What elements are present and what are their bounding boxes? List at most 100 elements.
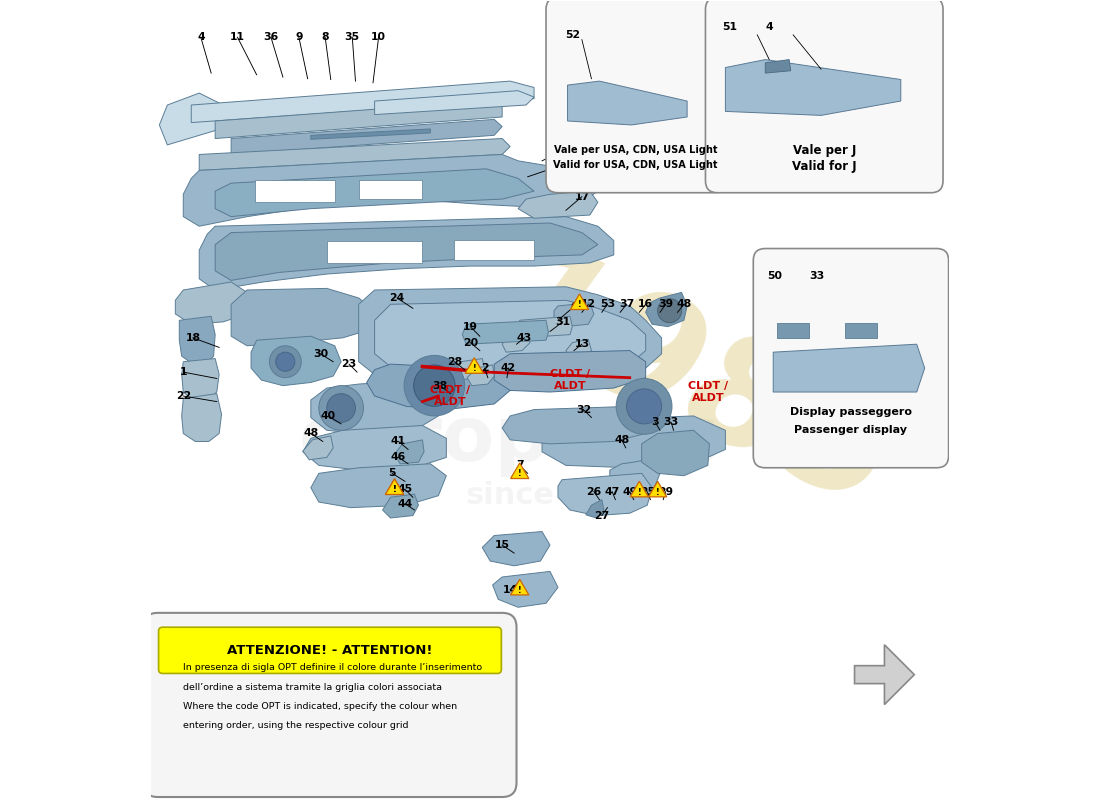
Text: 17: 17 <box>574 192 590 202</box>
Text: 7: 7 <box>516 460 524 470</box>
Polygon shape <box>725 59 901 115</box>
Text: Display passeggero: Display passeggero <box>790 407 912 417</box>
Text: 39: 39 <box>658 299 673 310</box>
Polygon shape <box>503 331 530 352</box>
Bar <box>255 180 334 202</box>
Polygon shape <box>554 302 594 326</box>
Polygon shape <box>542 416 725 468</box>
Polygon shape <box>568 81 688 125</box>
Polygon shape <box>383 494 418 518</box>
Circle shape <box>327 394 355 422</box>
Text: dell’ordine a sistema tramite la griglia colori associata: dell’ordine a sistema tramite la griglia… <box>184 682 442 691</box>
Text: 12: 12 <box>581 299 596 310</box>
FancyBboxPatch shape <box>754 249 948 468</box>
Polygon shape <box>199 138 510 170</box>
Text: 21: 21 <box>562 158 578 167</box>
Text: 10: 10 <box>371 32 386 42</box>
Polygon shape <box>558 474 652 515</box>
Text: 48: 48 <box>676 299 692 310</box>
Text: !: ! <box>656 488 659 497</box>
FancyBboxPatch shape <box>158 627 502 674</box>
Text: 25: 25 <box>640 486 654 497</box>
Polygon shape <box>482 531 550 566</box>
Text: !: ! <box>393 486 396 494</box>
Bar <box>845 323 877 338</box>
Text: 11: 11 <box>230 32 245 42</box>
Bar <box>778 323 810 338</box>
Polygon shape <box>251 336 341 386</box>
Polygon shape <box>375 90 535 114</box>
FancyBboxPatch shape <box>143 613 517 797</box>
Text: 41: 41 <box>390 437 406 446</box>
Text: 2: 2 <box>481 363 488 373</box>
Polygon shape <box>375 300 646 376</box>
Circle shape <box>319 386 363 430</box>
Text: In presenza di sigla OPT definire il colore durante l’inserimento: In presenza di sigla OPT definire il col… <box>184 662 483 671</box>
Polygon shape <box>503 406 653 444</box>
Text: ATTENZIONE! - ATTENTION!: ATTENZIONE! - ATTENTION! <box>228 644 432 657</box>
Polygon shape <box>216 101 503 138</box>
Polygon shape <box>175 282 248 324</box>
Text: CLDT /
ALDT: CLDT / ALDT <box>550 370 590 391</box>
Polygon shape <box>773 344 925 392</box>
Text: 49: 49 <box>623 486 637 497</box>
Text: 34: 34 <box>566 140 582 150</box>
Polygon shape <box>766 59 791 73</box>
Text: 38: 38 <box>432 381 448 390</box>
Text: 46: 46 <box>390 452 406 462</box>
Text: 23: 23 <box>341 359 356 369</box>
Text: 31: 31 <box>556 317 570 327</box>
Polygon shape <box>518 191 597 218</box>
Polygon shape <box>366 364 510 410</box>
Text: 4: 4 <box>197 32 205 42</box>
Text: !: ! <box>578 300 581 310</box>
Text: Vale per USA, CDN, USA Light: Vale per USA, CDN, USA Light <box>554 146 717 155</box>
Polygon shape <box>462 320 549 344</box>
Text: 42: 42 <box>500 363 516 373</box>
Polygon shape <box>385 479 404 494</box>
Text: 53: 53 <box>600 299 615 310</box>
Text: 3: 3 <box>651 418 659 427</box>
Polygon shape <box>855 645 914 705</box>
Text: !: ! <box>473 364 476 373</box>
Text: 22: 22 <box>176 391 191 401</box>
Text: Valid for USA, CDN, USA Light: Valid for USA, CDN, USA Light <box>553 160 718 170</box>
Text: 47: 47 <box>605 486 619 497</box>
Polygon shape <box>302 436 333 460</box>
Polygon shape <box>184 154 597 226</box>
Polygon shape <box>191 81 535 122</box>
Text: 9: 9 <box>295 32 302 42</box>
Text: Valid for J: Valid for J <box>792 160 857 173</box>
Text: !: ! <box>518 586 521 594</box>
Text: entering order, using the respective colour grid: entering order, using the respective col… <box>184 721 409 730</box>
Text: 51: 51 <box>722 22 737 32</box>
Text: CLDT /
ALDT: CLDT / ALDT <box>430 386 471 407</box>
Text: 35: 35 <box>344 32 360 42</box>
Polygon shape <box>385 479 404 494</box>
Text: 5: 5 <box>388 468 396 478</box>
Circle shape <box>627 389 661 424</box>
Text: 37: 37 <box>619 299 635 310</box>
Circle shape <box>276 352 295 371</box>
Polygon shape <box>395 440 424 464</box>
Text: !: ! <box>393 486 396 494</box>
Text: 48: 48 <box>304 429 318 438</box>
Polygon shape <box>311 464 447 508</box>
Polygon shape <box>630 482 648 497</box>
Polygon shape <box>311 129 430 139</box>
Text: 4: 4 <box>766 22 773 32</box>
Text: 33: 33 <box>810 271 825 282</box>
Polygon shape <box>231 119 503 154</box>
Circle shape <box>414 365 455 406</box>
Polygon shape <box>453 358 485 380</box>
Text: 19: 19 <box>463 322 477 332</box>
Text: 44: 44 <box>397 498 412 509</box>
Circle shape <box>658 298 682 322</box>
Polygon shape <box>641 430 710 476</box>
Text: 16: 16 <box>638 299 653 310</box>
Text: europarts: europarts <box>299 403 722 477</box>
Text: 13: 13 <box>574 339 590 349</box>
Polygon shape <box>359 286 661 384</box>
Polygon shape <box>166 701 185 716</box>
Text: 45: 45 <box>397 484 412 494</box>
